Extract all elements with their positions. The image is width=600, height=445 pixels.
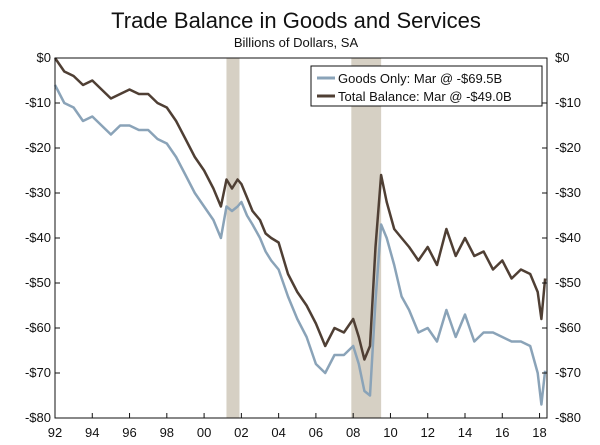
x-tick-label-1: 94 <box>85 425 99 440</box>
x-tick-label-5: 02 <box>234 425 248 440</box>
x-tick-label-0: 92 <box>48 425 62 440</box>
right-axis: $0 -$10 -$20 -$30 -$40 -$50 -$60 -$70 -$80 <box>542 50 581 425</box>
x-tick-label-6: 04 <box>271 425 285 440</box>
left-tick-label-7: -$70 <box>25 365 51 380</box>
x-tick-label-4: 00 <box>197 425 211 440</box>
left-tick-label-6: -$60 <box>25 320 51 335</box>
x-tick-label-11: 14 <box>458 425 472 440</box>
series-line-0 <box>53 84 547 406</box>
right-tick-label-3: -$30 <box>555 185 581 200</box>
x-tick-label-9: 10 <box>383 425 397 440</box>
chart-title: Trade Balance in Goods and Services <box>111 8 481 33</box>
x-tick-label-8: 08 <box>346 425 360 440</box>
right-tick-label-8: -$80 <box>555 410 581 425</box>
x-tick-label-12: 16 <box>495 425 509 440</box>
recession-band-0 <box>226 58 240 418</box>
right-tick-label-5: -$50 <box>555 275 581 290</box>
legend: Goods Only: Mar @ -$69.5B Total Balance:… <box>310 65 543 107</box>
right-tick-label-7: -$70 <box>555 365 581 380</box>
left-axis: $0 -$10 -$20 -$30 -$40 -$50 -$60 -$70 -$80 <box>25 50 60 425</box>
left-tick-label-8: -$80 <box>25 410 51 425</box>
x-axis: 92 94 96 98 00 02 04 06 08 10 12 14 16 18 <box>48 413 547 440</box>
legend-label-total: Total Balance: Mar @ -$49.0B <box>338 89 512 104</box>
right-tick-label-6: -$60 <box>555 320 581 335</box>
left-tick-label-2: -$20 <box>25 140 51 155</box>
plot-frame <box>54 57 548 419</box>
right-tick-label-0: $0 <box>555 50 569 65</box>
legend-label-goods: Goods Only: Mar @ -$69.5B <box>338 71 502 86</box>
right-tick-label-1: -$10 <box>555 95 581 110</box>
left-tick-label-3: -$30 <box>25 185 51 200</box>
x-tick-label-7: 06 <box>309 425 323 440</box>
left-tick-label-1: -$10 <box>25 95 51 110</box>
left-tick-label-4: -$40 <box>25 230 51 245</box>
x-tick-label-13: 18 <box>532 425 546 440</box>
right-tick-label-4: -$40 <box>555 230 581 245</box>
x-tick-label-2: 96 <box>122 425 136 440</box>
chart-subtitle: Billions of Dollars, SA <box>234 35 359 50</box>
left-tick-label-0: $0 <box>37 50 51 65</box>
right-tick-label-2: -$20 <box>555 140 581 155</box>
series-lines <box>53 57 547 406</box>
x-tick-label-10: 12 <box>420 425 434 440</box>
series-line-1 <box>53 57 547 361</box>
x-tick-label-3: 98 <box>160 425 174 440</box>
left-tick-label-5: -$50 <box>25 275 51 290</box>
legend-box <box>310 65 543 107</box>
